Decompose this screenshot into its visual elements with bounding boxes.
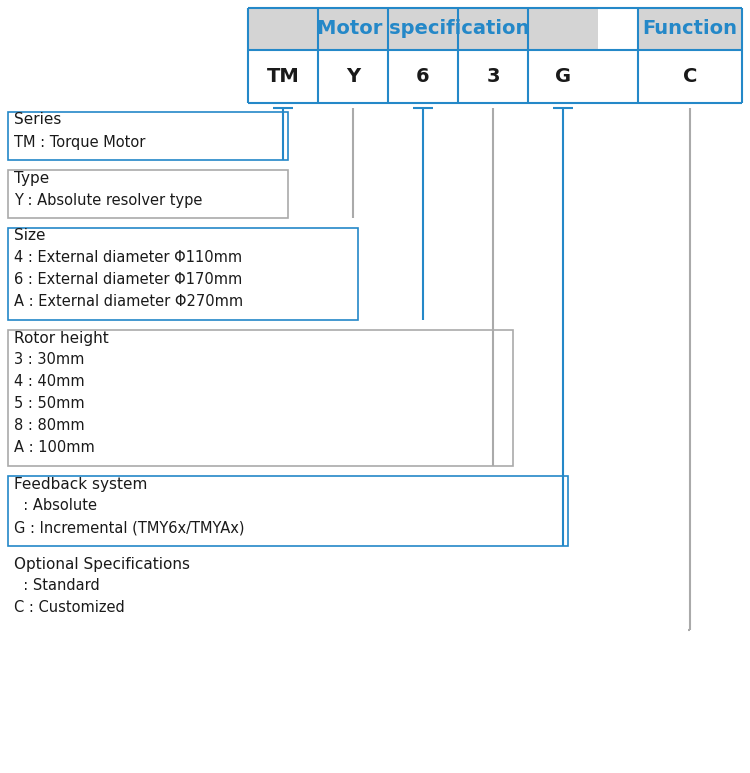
Text: 8 : 80mm: 8 : 80mm: [14, 418, 85, 434]
Text: A : External diameter Φ270mm: A : External diameter Φ270mm: [14, 295, 243, 309]
Text: Y : Absolute resolver type: Y : Absolute resolver type: [14, 192, 202, 207]
Text: : Absolute: : Absolute: [14, 499, 97, 513]
Text: Rotor height: Rotor height: [14, 331, 109, 346]
Bar: [318, 50, 388, 103]
Text: Motor specification: Motor specification: [316, 19, 530, 39]
Text: Y: Y: [346, 67, 360, 86]
Text: : Standard: : Standard: [14, 578, 100, 594]
Text: Series: Series: [14, 113, 62, 128]
Text: Type: Type: [14, 171, 50, 186]
Text: Optional Specifications: Optional Specifications: [14, 557, 190, 571]
Bar: [8, 228, 358, 320]
Text: A : 100mm: A : 100mm: [14, 441, 94, 455]
Text: 3 : 30mm: 3 : 30mm: [14, 352, 84, 367]
Text: TM : Torque Motor: TM : Torque Motor: [14, 135, 146, 151]
Text: 5 : 50mm: 5 : 50mm: [14, 397, 85, 411]
Text: Function: Function: [643, 19, 737, 39]
Text: 4 : 40mm: 4 : 40mm: [14, 374, 85, 390]
Text: 6 : External diameter Φ170mm: 6 : External diameter Φ170mm: [14, 273, 242, 288]
Bar: [8, 112, 288, 160]
Text: TM: TM: [267, 67, 299, 86]
Bar: [458, 50, 528, 103]
Text: G: G: [555, 67, 571, 86]
Bar: [248, 50, 318, 103]
Bar: [638, 50, 742, 103]
Bar: [8, 170, 288, 218]
Text: Feedback system: Feedback system: [14, 476, 147, 492]
Text: 4 : External diameter Φ110mm: 4 : External diameter Φ110mm: [14, 250, 242, 265]
Text: 3: 3: [486, 67, 500, 86]
Text: Size: Size: [14, 229, 46, 243]
Text: G : Incremental (TMY6x/TMYAx): G : Incremental (TMY6x/TMYAx): [14, 520, 244, 536]
Bar: [528, 50, 598, 103]
Bar: [8, 476, 568, 546]
Bar: [8, 330, 513, 466]
Bar: [638, 8, 742, 50]
Text: C : Customized: C : Customized: [14, 601, 125, 615]
Text: C: C: [682, 67, 698, 86]
Bar: [388, 50, 458, 103]
Text: 6: 6: [416, 67, 430, 86]
Bar: [248, 8, 598, 50]
